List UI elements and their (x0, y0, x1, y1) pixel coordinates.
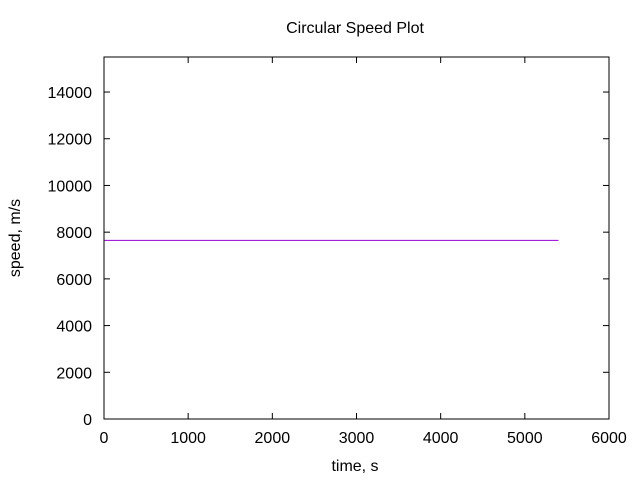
y-tick-label: 6000 (56, 272, 92, 289)
x-tick-label: 1000 (170, 430, 206, 447)
x-tick-label: 6000 (591, 430, 627, 447)
y-tick-label: 10000 (48, 178, 93, 195)
y-tick-label: 0 (83, 412, 92, 429)
x-tick-label: 4000 (423, 430, 459, 447)
y-tick-label: 4000 (56, 319, 92, 336)
y-axis-label: speed, m/s (7, 199, 24, 277)
x-axis-label: time, s (331, 458, 378, 475)
ticks-layer: 0 1000 2000 3000 4000 5000 6000 0 2000 4000 6000 80… (48, 57, 627, 447)
y-tick-label: 14000 (48, 85, 93, 102)
x-tick-label: 5000 (507, 430, 543, 447)
y-tick-label: 2000 (56, 365, 92, 382)
chart-title: Circular Speed Plot (286, 20, 424, 37)
y-tick-label: 12000 (48, 132, 93, 149)
x-tick-label: 0 (100, 430, 109, 447)
x-tick-label: 3000 (339, 430, 375, 447)
x-tick-label: 2000 (255, 430, 291, 447)
plot-frame (103, 56, 610, 420)
y-tick-label: 8000 (56, 225, 92, 242)
